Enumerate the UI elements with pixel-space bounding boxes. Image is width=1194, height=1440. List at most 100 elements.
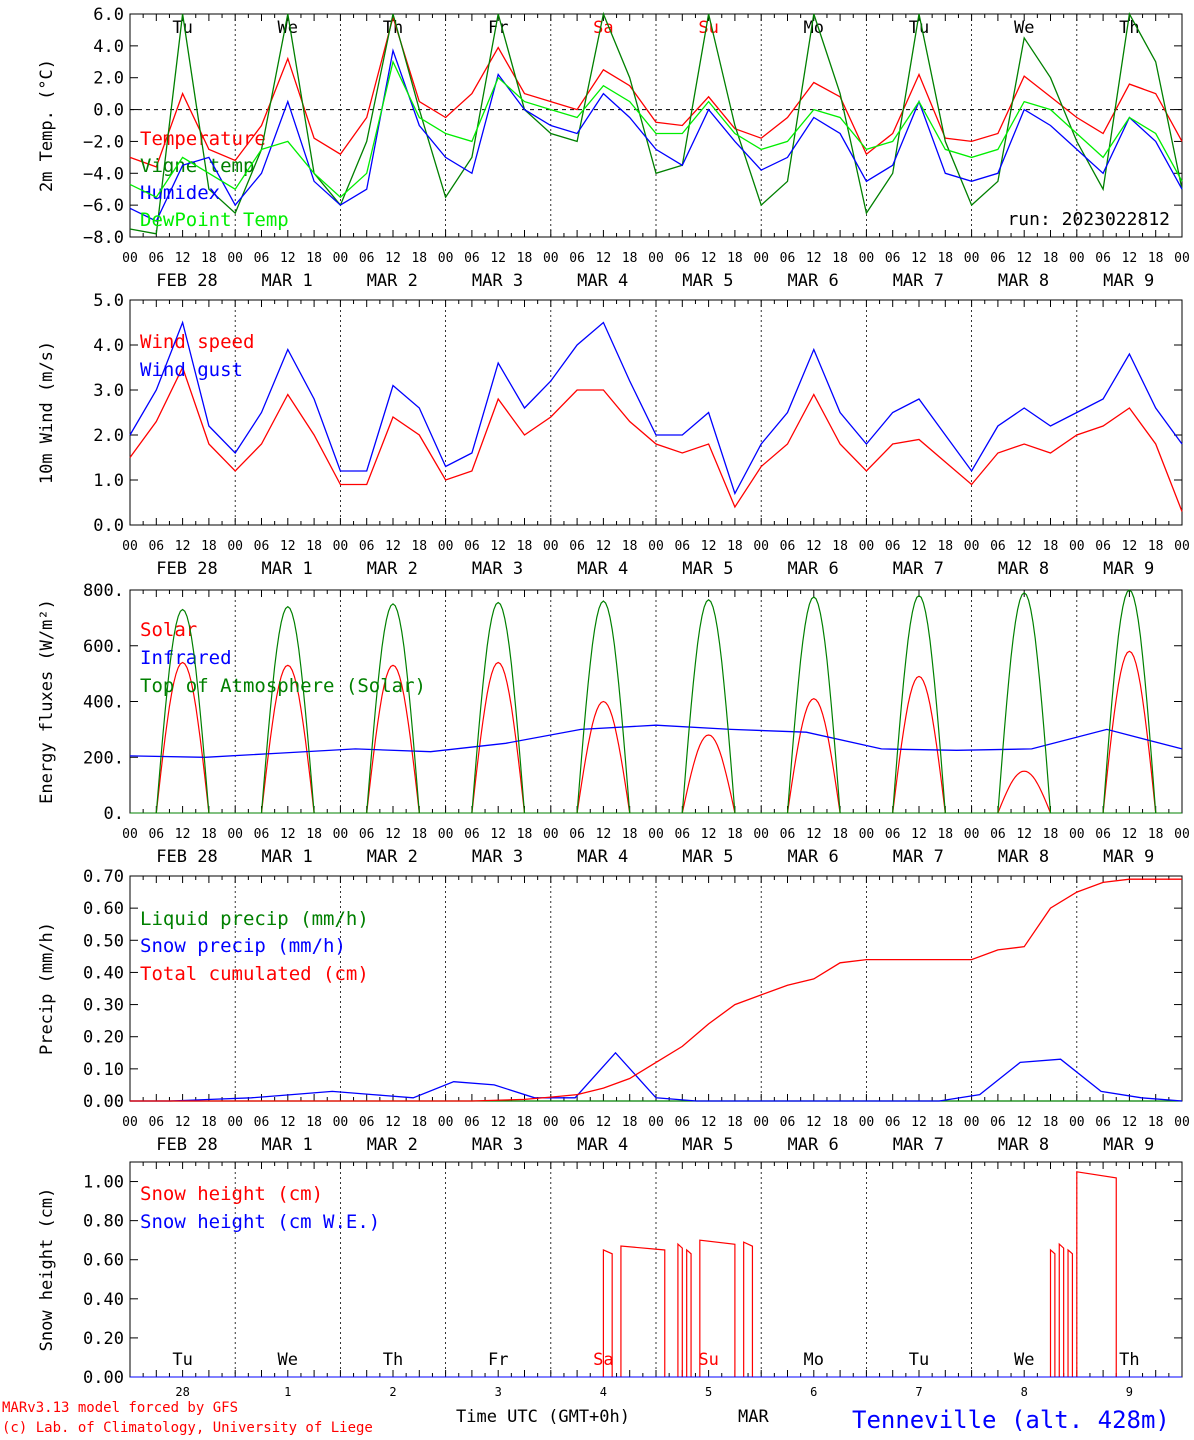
lab-credit: (c) Lab. of Climatology, University of L… [2, 1420, 373, 1436]
hour-tick-label: 12 [596, 827, 612, 842]
hour-tick-label: 12 [175, 827, 191, 842]
date-label: MAR 6 [788, 271, 839, 291]
date-label: MAR 4 [577, 271, 628, 291]
hour-tick-label: 18 [306, 539, 322, 554]
solar-day-curve [366, 664, 420, 814]
hour-tick-label: 12 [490, 1115, 506, 1130]
hour-tick-label: 00 [753, 539, 769, 554]
hour-tick-label: 12 [701, 827, 717, 842]
legend-entry: Snow height (cm W.E.) [140, 1211, 380, 1233]
date-label: MAR 3 [472, 559, 523, 579]
hour-tick-label: 18 [517, 827, 533, 842]
snow-segment [1067, 1248, 1074, 1377]
y-tick-label: −4.0 [83, 164, 124, 184]
hour-tick-label: 06 [148, 539, 164, 554]
solar-day-curve [786, 698, 841, 814]
hour-tick-label: 12 [175, 251, 191, 266]
solar-day-curve [155, 608, 210, 814]
hour-tick-label: 00 [543, 251, 559, 266]
y-tick-label: 0.0 [93, 516, 124, 536]
hour-tick-label: 00 [1174, 539, 1190, 554]
snow-segment [602, 1249, 613, 1377]
day-name: We [1014, 18, 1034, 38]
y-tick-label: 600. [83, 637, 124, 657]
hour-tick-label: 12 [385, 1115, 401, 1130]
series-snow-precip-mm-h- [130, 1051, 1183, 1102]
solar-day-curve [681, 734, 736, 814]
series-humidex [129, 48, 1183, 222]
hour-tick-label: 18 [832, 251, 848, 266]
hour-tick-label: 18 [1043, 827, 1059, 842]
y-tick-label: 0.10 [83, 1060, 124, 1080]
day-name: Su [698, 18, 718, 38]
day-name: We [278, 1350, 298, 1370]
date-label: MAR 2 [367, 271, 418, 291]
y-tick-label: 2.0 [93, 69, 124, 89]
hour-tick-label: 18 [1148, 1115, 1164, 1130]
hour-tick-label: 12 [806, 251, 822, 266]
hour-tick-label: 00 [648, 539, 664, 554]
hour-tick-label: 00 [859, 1115, 875, 1130]
hour-tick-label: 18 [411, 1115, 427, 1130]
hour-tick-label: 18 [727, 251, 743, 266]
date-label: FEB 28 [156, 847, 217, 867]
y-tick-label: 0.50 [83, 931, 124, 951]
day-number: 2 [389, 1385, 396, 1399]
hour-tick-label: 18 [937, 251, 953, 266]
hour-tick-label: 18 [201, 827, 217, 842]
hour-tick-label: 18 [832, 1115, 848, 1130]
day-name: Tu [172, 18, 192, 38]
snow-segment [1049, 1248, 1056, 1377]
hour-tick-label: 06 [148, 827, 164, 842]
hour-tick-label: 18 [832, 539, 848, 554]
hour-tick-label: 00 [227, 827, 243, 842]
hour-tick-label: 00 [648, 251, 664, 266]
hour-tick-label: 12 [596, 539, 612, 554]
hour-tick-label: 00 [122, 827, 138, 842]
day-name: Tu [909, 1350, 929, 1370]
hour-tick-label: 00 [1174, 1115, 1190, 1130]
y-tick-label: 0.30 [83, 996, 124, 1016]
hour-tick-label: 12 [1122, 827, 1138, 842]
hour-tick-label: 12 [1122, 1115, 1138, 1130]
chart-panels: 6.0 4.0 2.0 0.0 −2.0 −4.0 −6.0 −8.0 2m Temp. (°C… [37, 5, 1190, 1399]
snow-segment [699, 1239, 736, 1377]
hour-tick-label: 00 [964, 251, 980, 266]
hour-tick-label: 00 [333, 1115, 349, 1130]
legend-entry: Snow height (cm) [140, 1183, 323, 1205]
hour-tick-label: 06 [464, 251, 480, 266]
hour-tick-label: 00 [333, 251, 349, 266]
solar-day-curve [681, 599, 736, 814]
series-dewpoint-temp [129, 59, 1183, 199]
day-name: Su [698, 1350, 718, 1370]
hour-tick-label: 06 [359, 1115, 375, 1130]
hour-tick-label: 06 [254, 251, 270, 266]
hour-tick-label: 06 [359, 251, 375, 266]
y-tick-label: 2.0 [93, 426, 124, 446]
hour-tick-label: 06 [254, 539, 270, 554]
hour-tick-label: 12 [911, 251, 927, 266]
hour-tick-label: 18 [517, 539, 533, 554]
date-label: FEB 28 [156, 559, 217, 579]
hour-tick-label: 06 [569, 1115, 585, 1130]
hour-tick-label: 00 [438, 827, 454, 842]
date-label: MAR 5 [682, 271, 733, 291]
date-label: MAR 9 [1103, 1135, 1154, 1155]
y-tick-label: 1.00 [83, 1173, 124, 1193]
y-tick-label: 3.0 [93, 381, 124, 401]
y-tick-label: 4.0 [93, 336, 124, 356]
day-name: Tu [909, 18, 929, 38]
hour-tick-label: 12 [385, 251, 401, 266]
day-number: 8 [1021, 1385, 1028, 1399]
legend-entry: Wind speed [140, 331, 254, 353]
series-total-cumulated-cm- [130, 878, 1182, 1102]
hour-tick-label: 18 [937, 539, 953, 554]
date-label: MAR 4 [577, 559, 628, 579]
hour-tick-label: 00 [122, 539, 138, 554]
solar-day-curve [366, 603, 420, 814]
date-label: FEB 28 [156, 271, 217, 291]
hour-tick-label: 18 [622, 1115, 638, 1130]
hour-tick-label: 00 [438, 539, 454, 554]
hour-tick-label: 06 [359, 539, 375, 554]
hour-tick-label: 12 [175, 539, 191, 554]
